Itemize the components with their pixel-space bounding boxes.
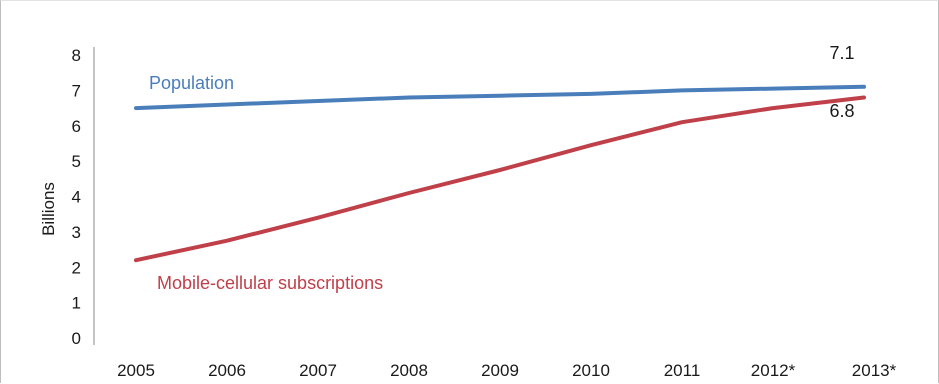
x-tick-group: 2005 2006 2007 2008 2009 2010 2011 2012* 2013*	[117, 361, 897, 380]
x-tick-label: 2007	[299, 361, 337, 380]
x-tick-label: 2012*	[751, 361, 796, 380]
y-tick-label: 6	[72, 117, 81, 136]
mobile-end-value-label: 6.8	[829, 101, 854, 121]
series-group	[134, 84, 866, 263]
x-tick-label: 2009	[481, 361, 519, 380]
y-axis-title: Billions	[39, 182, 58, 236]
x-tick-label: 2005	[117, 361, 155, 380]
x-tick-label: 2008	[390, 361, 428, 380]
y-tick-label: 5	[72, 152, 81, 171]
y-tick-label: 7	[72, 81, 81, 100]
mobile-series-label: Mobile-cellular subscriptions	[157, 273, 383, 293]
x-tick-label: 2011	[664, 361, 701, 380]
y-tick-label: 8	[72, 46, 81, 65]
x-tick-label: 2006	[208, 361, 246, 380]
population-series-label: Population	[149, 73, 234, 93]
y-tick-label: 3	[72, 223, 81, 242]
population-series-line	[134, 84, 866, 111]
mobile-series-line	[134, 95, 866, 263]
y-tick-label: 1	[72, 294, 81, 313]
y-tick-label: 4	[72, 188, 81, 207]
y-tick-label: 2	[72, 258, 81, 277]
population-end-value-label: 7.1	[829, 43, 854, 63]
y-tick-group: 0 1 2 3 4 5 6 7 8	[72, 46, 81, 348]
x-tick-label: 2013*	[852, 361, 897, 380]
x-tick-label: 2010	[572, 361, 610, 380]
y-tick-label: 0	[72, 329, 81, 348]
